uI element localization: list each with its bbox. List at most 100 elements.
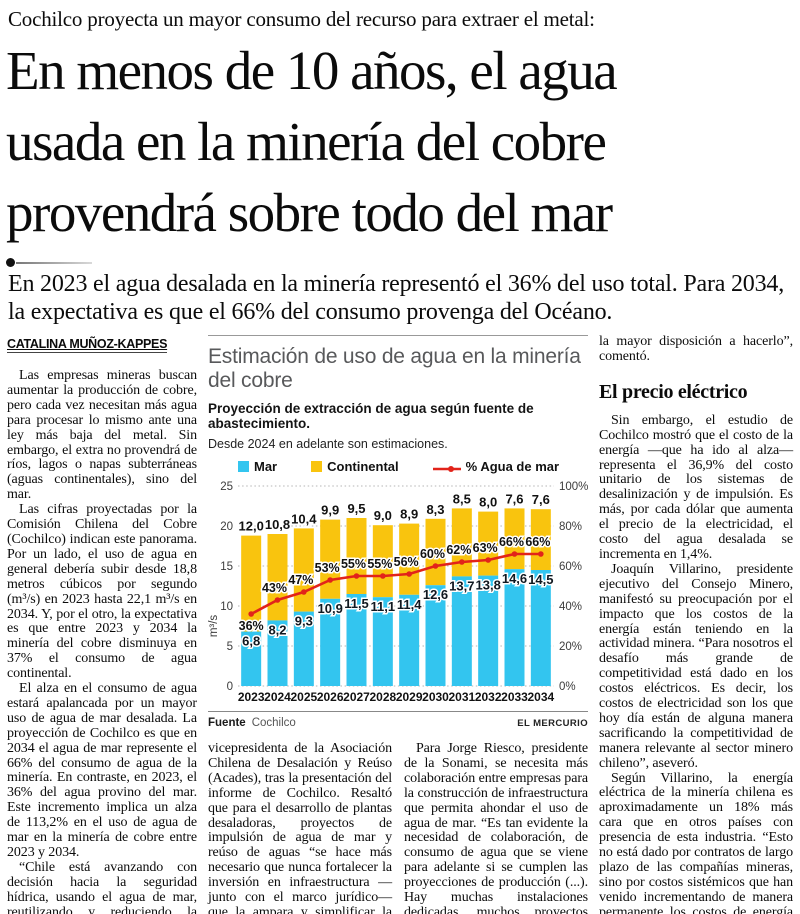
deck: En 2023 el agua desalada en la minería r… bbox=[8, 271, 784, 325]
svg-text:9,9: 9,9 bbox=[321, 503, 339, 518]
svg-text:62%: 62% bbox=[446, 543, 471, 557]
svg-text:10: 10 bbox=[220, 601, 233, 613]
svg-text:63%: 63% bbox=[473, 541, 498, 555]
svg-text:60%: 60% bbox=[559, 561, 582, 573]
section-heading: El precio eléctrico bbox=[599, 380, 748, 403]
paragraph: “Chile está avanzando con decisión hacia… bbox=[7, 859, 197, 914]
column-3: Para Jorge Riesco, presidente de la Sona… bbox=[404, 741, 588, 914]
divider-line bbox=[16, 261, 92, 264]
svg-text:0: 0 bbox=[227, 681, 233, 693]
svg-text:14,5: 14,5 bbox=[528, 572, 553, 587]
svg-text:m³/s: m³/s bbox=[208, 615, 220, 638]
paragraph: Las empresas mineras buscan aumentar la … bbox=[7, 368, 197, 503]
svg-text:10,9: 10,9 bbox=[318, 601, 343, 616]
svg-text:55%: 55% bbox=[341, 557, 366, 571]
column-4-intro: la mayor disposición a hacerlo”, comentó… bbox=[599, 334, 793, 365]
svg-text:80%: 80% bbox=[559, 521, 582, 533]
legend-label-mar: Mar bbox=[254, 459, 278, 474]
svg-text:60%: 60% bbox=[420, 547, 445, 561]
column-1: CATALINA MUÑOZ-KAPPES Las empresas miner… bbox=[7, 335, 197, 914]
source-value: Cochilco bbox=[251, 717, 296, 729]
svg-text:10,4: 10,4 bbox=[291, 511, 317, 526]
svg-text:43%: 43% bbox=[262, 581, 287, 595]
legend-item-line: % Agua de mar bbox=[432, 459, 560, 474]
legend-item-continental: Continental bbox=[311, 459, 399, 474]
svg-text:20%: 20% bbox=[559, 641, 582, 653]
svg-text:11,4: 11,4 bbox=[397, 597, 422, 612]
paragraph: Para Jorge Riesco, presidente de la Sona… bbox=[404, 741, 588, 914]
paragraph: Sin embargo, el estudio de Cochilco most… bbox=[599, 412, 793, 562]
column-4-text: Sin embargo, el estudio de Cochilco most… bbox=[599, 412, 793, 914]
svg-text:66%: 66% bbox=[525, 535, 550, 549]
legend-item-mar: Mar bbox=[238, 459, 277, 474]
paragraph: Las cifras proyectadas por la Comisión C… bbox=[7, 502, 197, 682]
article-columns: CATALINA MUÑOZ-KAPPES Las empresas miner… bbox=[0, 334, 800, 914]
kicker: Cochilco proyecta un mayor consumo del r… bbox=[8, 7, 595, 31]
byline: CATALINA MUÑOZ-KAPPES bbox=[7, 337, 168, 353]
svg-text:2034: 2034 bbox=[527, 690, 554, 704]
svg-text:36%: 36% bbox=[239, 619, 264, 633]
svg-text:13,7: 13,7 bbox=[449, 578, 474, 593]
svg-text:2028: 2028 bbox=[369, 690, 396, 704]
svg-text:40%: 40% bbox=[559, 601, 582, 613]
legend-label-line: % Agua de mar bbox=[465, 459, 560, 474]
svg-text:12,6: 12,6 bbox=[423, 587, 448, 602]
column-2: vicepresidenta de la Asociación Chilena … bbox=[208, 741, 392, 914]
svg-text:53%: 53% bbox=[315, 561, 340, 575]
svg-text:56%: 56% bbox=[394, 555, 419, 569]
svg-text:10,8: 10,8 bbox=[265, 517, 290, 532]
svg-text:15: 15 bbox=[220, 561, 233, 573]
svg-text:11,5: 11,5 bbox=[344, 596, 369, 611]
paragraph: la mayor disposición a hacerlo”, comentó… bbox=[599, 334, 793, 364]
chart-credit: EL MERCURIO bbox=[517, 718, 588, 729]
svg-text:2031: 2031 bbox=[448, 690, 475, 704]
svg-text:20: 20 bbox=[220, 521, 233, 533]
svg-text:2033: 2033 bbox=[501, 690, 528, 704]
line-swatch-icon bbox=[432, 462, 461, 472]
svg-text:7,6: 7,6 bbox=[505, 491, 523, 506]
continental-swatch-icon bbox=[311, 461, 323, 472]
svg-text:2026: 2026 bbox=[317, 690, 344, 704]
chart-footer: Fuente Cochilco EL MERCURIO bbox=[208, 711, 588, 729]
svg-text:2023: 2023 bbox=[238, 690, 265, 704]
svg-text:8,2: 8,2 bbox=[268, 622, 286, 637]
svg-text:8,0: 8,0 bbox=[479, 495, 497, 510]
svg-text:5: 5 bbox=[227, 641, 233, 653]
svg-text:8,5: 8,5 bbox=[453, 491, 471, 506]
svg-text:47%: 47% bbox=[288, 573, 313, 587]
paragraph: vicepresidenta de la Asociación Chilena … bbox=[208, 741, 392, 914]
source-label: Fuente bbox=[208, 717, 246, 729]
chart-source: Fuente Cochilco bbox=[208, 717, 296, 729]
svg-text:11,1: 11,1 bbox=[371, 599, 396, 614]
chart-legend: Mar Continental % Agua de mar bbox=[238, 459, 588, 474]
column-1-text: Las empresas mineras buscan aumentar la … bbox=[7, 368, 197, 914]
svg-text:12,0: 12,0 bbox=[239, 519, 264, 534]
chart-note: Desde 2024 en adelante son estimaciones. bbox=[208, 437, 448, 451]
svg-text:2029: 2029 bbox=[396, 690, 423, 704]
svg-text:9,5: 9,5 bbox=[347, 501, 365, 516]
headline: En menos de 10 años, el agua usada en la… bbox=[6, 40, 618, 243]
svg-text:100%: 100% bbox=[559, 481, 588, 493]
svg-text:2030: 2030 bbox=[422, 690, 449, 704]
svg-text:2027: 2027 bbox=[343, 690, 370, 704]
column-4: la mayor disposición a hacerlo”, comentó… bbox=[599, 334, 793, 914]
paragraph: Según Villarino, la energía eléctrica de… bbox=[599, 770, 793, 914]
paragraph: Joaquín Villarino, presidente ejecutivo … bbox=[599, 561, 793, 771]
mid-text-columns: vicepresidenta de la Asociación Chilena … bbox=[208, 741, 588, 914]
svg-text:7,6: 7,6 bbox=[532, 492, 550, 507]
svg-text:2032: 2032 bbox=[475, 690, 502, 704]
svg-text:0%: 0% bbox=[559, 681, 576, 693]
svg-text:6,8: 6,8 bbox=[242, 634, 260, 649]
chart-subtitle: Proyección de extracción de agua según f… bbox=[208, 401, 534, 431]
paragraph: El alza en el consumo de agua estará apa… bbox=[7, 681, 197, 860]
svg-text:13,8: 13,8 bbox=[476, 578, 501, 593]
mar-swatch-icon bbox=[238, 461, 249, 472]
svg-text:2025: 2025 bbox=[290, 690, 317, 704]
svg-text:25: 25 bbox=[220, 481, 233, 493]
chart-figure: Estimación de uso de agua en la minería … bbox=[208, 335, 588, 729]
svg-text:66%: 66% bbox=[499, 535, 524, 549]
deck-marker bbox=[6, 258, 800, 267]
svg-text:9,0: 9,0 bbox=[374, 508, 392, 523]
chart-title: Estimación de uso de agua en la minería … bbox=[208, 345, 581, 392]
